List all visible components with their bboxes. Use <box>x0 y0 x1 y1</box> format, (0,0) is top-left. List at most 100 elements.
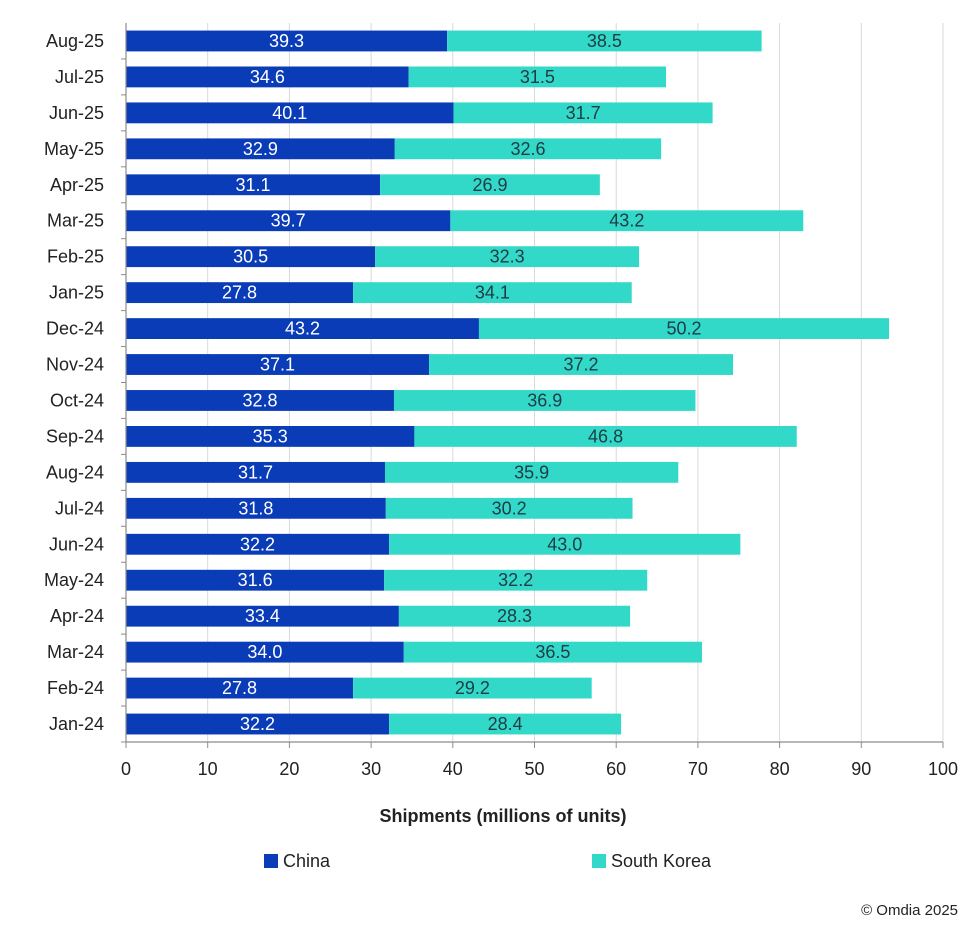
bar-south-korea <box>384 461 679 483</box>
bar-south-korea <box>403 641 702 663</box>
data-label-south-korea: 43.0 <box>547 534 582 554</box>
data-label-south-korea: 31.5 <box>520 67 555 87</box>
bar-south-korea <box>375 246 640 268</box>
data-label-china: 32.9 <box>243 139 278 159</box>
x-tick-label: 70 <box>688 759 708 779</box>
legend-label-south-korea: South Korea <box>611 851 712 871</box>
data-label-south-korea: 50.2 <box>666 319 701 339</box>
data-label-china: 27.8 <box>222 678 257 698</box>
data-labels: 32.2 28.4 27.8 29.2 34.0 36.5 33.4 28.3 31.6 32.2… <box>222 31 701 734</box>
category-label: May-25 <box>44 139 104 159</box>
bar-south-korea <box>389 713 622 735</box>
category-label: Aug-25 <box>46 31 104 51</box>
category-label: Apr-24 <box>50 606 104 626</box>
bar-south-korea <box>478 318 890 340</box>
x-tick-label: 10 <box>198 759 218 779</box>
category-label: Mar-25 <box>47 211 104 231</box>
category-label: Mar-24 <box>47 642 104 662</box>
bar-south-korea <box>380 174 600 196</box>
legend-swatch-south-korea <box>592 854 606 868</box>
bar-south-korea <box>408 66 667 88</box>
legend-label-china: China <box>283 851 331 871</box>
bar-china <box>126 354 430 375</box>
category-label: Oct-24 <box>50 390 104 410</box>
bar-china <box>126 605 399 627</box>
data-label-china: 39.7 <box>271 211 306 231</box>
category-label: Jun-24 <box>49 534 104 554</box>
data-label-south-korea: 26.9 <box>472 175 507 195</box>
category-label: Jan-24 <box>49 714 104 734</box>
bar-south-korea <box>447 30 762 52</box>
data-label-south-korea: 32.6 <box>510 139 545 159</box>
x-tick-label: 0 <box>121 759 131 779</box>
legend-swatch-china <box>264 854 278 868</box>
data-label-china: 40.1 <box>272 103 307 123</box>
data-label-south-korea: 46.8 <box>588 426 623 446</box>
data-label-china: 34.0 <box>247 642 282 662</box>
data-label-south-korea: 34.1 <box>475 283 510 303</box>
data-label-south-korea: 36.5 <box>535 642 570 662</box>
category-label: Aug-24 <box>46 462 104 482</box>
bar-china <box>126 425 415 447</box>
bar-south-korea <box>393 390 696 411</box>
data-label-china: 32.2 <box>240 714 275 734</box>
data-label-china: 34.6 <box>250 67 285 87</box>
category-label: Jul-24 <box>55 498 104 518</box>
bar-china <box>126 174 381 196</box>
bar-south-korea <box>353 677 592 699</box>
data-label-china: 35.3 <box>253 426 288 446</box>
data-label-south-korea: 36.9 <box>527 390 562 410</box>
bar-south-korea <box>353 282 632 304</box>
category-label: Feb-24 <box>47 678 104 698</box>
data-label-south-korea: 28.3 <box>497 606 532 626</box>
data-label-china: 43.2 <box>285 319 320 339</box>
x-tick-label: 40 <box>443 759 463 779</box>
x-tick-label: 80 <box>770 759 790 779</box>
data-label-china: 31.6 <box>238 570 273 590</box>
data-label-south-korea: 31.7 <box>566 103 601 123</box>
bar-south-korea <box>384 569 648 591</box>
bar-south-korea <box>385 497 633 519</box>
data-label-china: 30.5 <box>233 247 268 267</box>
gridlines <box>207 23 944 742</box>
bar-china <box>126 497 386 519</box>
bar-china <box>126 282 354 304</box>
x-tick-label: 100 <box>928 759 958 779</box>
category-label: Jul-25 <box>55 67 104 87</box>
x-tick-label: 50 <box>524 759 544 779</box>
bar-china <box>126 30 448 52</box>
data-label-china: 27.8 <box>222 283 257 303</box>
bar-china <box>126 138 395 160</box>
bar-china <box>126 533 390 555</box>
category-label: Jun-25 <box>49 103 104 123</box>
data-label-south-korea: 37.2 <box>564 355 599 375</box>
data-label-south-korea: 35.9 <box>514 462 549 482</box>
bar-south-korea <box>450 210 804 232</box>
x-tick-label: 20 <box>279 759 299 779</box>
bar-south-korea <box>398 605 631 627</box>
bar-south-korea <box>429 354 734 375</box>
bar-china <box>126 641 404 663</box>
bar-china <box>126 66 409 88</box>
bar-china <box>126 318 479 340</box>
category-label: Jan-25 <box>49 283 104 303</box>
bars <box>126 30 890 735</box>
bar-china <box>126 210 451 232</box>
data-label-south-korea: 38.5 <box>587 31 622 51</box>
bar-china <box>126 102 454 124</box>
category-label: Apr-25 <box>50 175 104 195</box>
x-tick-label: 90 <box>851 759 871 779</box>
bar-china <box>126 713 390 735</box>
data-label-south-korea: 43.2 <box>609 211 644 231</box>
category-label: Nov-24 <box>46 355 104 375</box>
x-axis-title: Shipments (millions of units) <box>380 806 627 826</box>
data-label-south-korea: 32.3 <box>490 247 525 267</box>
data-label-south-korea: 29.2 <box>455 678 490 698</box>
data-label-china: 39.3 <box>269 31 304 51</box>
bar-china <box>126 461 385 483</box>
bar-china <box>126 390 394 411</box>
data-label-china: 31.1 <box>236 175 271 195</box>
category-label: May-24 <box>44 570 104 590</box>
data-label-china: 31.8 <box>238 498 273 518</box>
